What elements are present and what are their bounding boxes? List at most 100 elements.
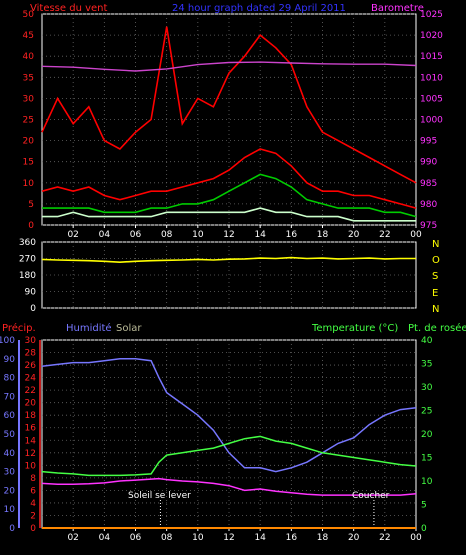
temperature-axis-tick-label: 20 bbox=[421, 430, 433, 440]
humidity-axis-tick-label: 40 bbox=[4, 449, 16, 459]
temp-panel-xtick-label: 00 bbox=[410, 533, 422, 543]
precip-axis-tick-label: 20 bbox=[25, 399, 37, 409]
precip-axis-tick-label: 22 bbox=[25, 386, 36, 396]
humidity-axis-tick-label: 10 bbox=[4, 505, 16, 515]
wind-speed-axis-tick-label: 0 bbox=[28, 221, 34, 231]
wind-direction-series bbox=[41, 256, 416, 264]
chart-title: 24 hour graph dated 29 April 2011 bbox=[172, 3, 346, 14]
wind-gust-series bbox=[41, 148, 417, 209]
precip-axis-tick-label: 24 bbox=[25, 374, 37, 384]
wind-panel-xtick-label: 08 bbox=[161, 230, 173, 240]
barometer-axis-tick-label: 1025 bbox=[420, 10, 443, 20]
wind-speed-axis-tick-label: 35 bbox=[23, 73, 34, 83]
wind-direction-panel: 0 90 180 270 360 bbox=[19, 238, 417, 314]
barometer-series bbox=[41, 61, 417, 72]
wind-speed-axis-tick-label: 30 bbox=[23, 94, 35, 104]
temp-panel-xtick-label: 14 bbox=[254, 533, 266, 543]
temperature-axis-tick-label: 5 bbox=[421, 501, 427, 511]
sunset-annotation: Coucher bbox=[352, 491, 390, 501]
temperature-series bbox=[41, 435, 417, 477]
wind-speed-axis-tick-label: 15 bbox=[23, 158, 34, 168]
humidity-axis-tick-label: 30 bbox=[4, 468, 16, 478]
precip-axis-tick-label: 14 bbox=[25, 436, 37, 446]
temperature-axis-tick-label: 10 bbox=[421, 477, 433, 487]
humidity-axis-tick-label: 70 bbox=[4, 392, 16, 402]
precip-axis-tick-label: 30 bbox=[25, 336, 37, 346]
precip-label: Précip. bbox=[2, 322, 36, 334]
dewpoint-label: Pt. de rosée bbox=[408, 322, 466, 334]
direction-label-o: O bbox=[432, 255, 440, 266]
temperature-axis-tick-label: 25 bbox=[421, 407, 432, 417]
temperature-axis-tick-label: 0 bbox=[421, 524, 427, 534]
wind-light-series bbox=[42, 207, 416, 222]
wind-speed-series bbox=[41, 26, 417, 184]
temp-panel-xtick-label: 20 bbox=[348, 533, 360, 543]
precip-axis-tick-label: 0 bbox=[30, 524, 36, 534]
barometer-axis-tick-label: 1005 bbox=[420, 94, 443, 104]
precip-axis-tick-label: 28 bbox=[25, 349, 37, 359]
direction-axis-tick-label: 0 bbox=[30, 304, 36, 314]
barometer-axis-tick-label: 1020 bbox=[420, 31, 443, 41]
precip-axis-tick-label: 2 bbox=[30, 511, 36, 521]
precip-axis-tick-label: 10 bbox=[25, 461, 37, 471]
wind-speed-axis-tick-label: 25 bbox=[23, 116, 34, 126]
precip-axis-tick-label: 18 bbox=[25, 411, 37, 421]
direction-label-n-bottom: N bbox=[432, 304, 439, 315]
wind-speed-axis-tick-label: 50 bbox=[23, 10, 35, 20]
barometer-axis-tick-label: 985 bbox=[420, 179, 437, 189]
barometer-axis-tick-label: 1000 bbox=[420, 116, 443, 126]
temp-panel-xtick-label: 10 bbox=[192, 533, 204, 543]
temp-panel-xtick-label: 02 bbox=[67, 533, 78, 543]
wind-speed-axis-tick-label: 5 bbox=[28, 200, 34, 210]
barometer-axis-tick-label: 990 bbox=[420, 158, 437, 168]
barometer-axis-tick-label: 980 bbox=[420, 200, 437, 210]
sunrise-annotation: Soleil se lever bbox=[128, 491, 191, 501]
humidity-axis-tick-label: 100 bbox=[0, 336, 15, 346]
precip-axis-tick-label: 12 bbox=[25, 449, 36, 459]
temp-panel-xtick-label: 16 bbox=[286, 533, 298, 543]
wind-green-series bbox=[42, 173, 417, 218]
wind-panel-xtick-label: 20 bbox=[348, 230, 360, 240]
temperature-axis-tick-label: 15 bbox=[421, 454, 432, 464]
humidity-axis-tick-label: 20 bbox=[4, 486, 16, 496]
wind-panel-xtick-label: 00 bbox=[410, 230, 422, 240]
wind-speed-ylabel: Vitesse du vent bbox=[30, 3, 107, 14]
temperature-axis-tick-label: 30 bbox=[421, 383, 433, 393]
wind-panel-xtick-label: 14 bbox=[254, 230, 266, 240]
precip-axis-tick-label: 8 bbox=[30, 474, 36, 484]
wind-panel-xtick-label: 18 bbox=[317, 230, 329, 240]
wind-speed-axis-tick-label: 40 bbox=[23, 52, 35, 62]
humidity-axis-tick-label: 80 bbox=[4, 374, 16, 384]
temperature-axis-tick-label: 35 bbox=[421, 360, 432, 370]
wind-panel-xtick-label: 12 bbox=[223, 230, 234, 240]
wind-speed-axis-tick-label: 45 bbox=[23, 31, 34, 41]
direction-axis-tick-label: 360 bbox=[19, 238, 36, 248]
solar-label: Solar bbox=[116, 323, 142, 334]
barometer-ylabel: Barometre bbox=[371, 3, 424, 14]
temperature-label: Temperature (°C) bbox=[311, 323, 398, 334]
wind-panel-xtick-label: 04 bbox=[99, 230, 111, 240]
direction-label-s: S bbox=[432, 271, 438, 282]
temp-panel-xtick-label: 04 bbox=[99, 533, 111, 543]
wind-speed-axis-tick-label: 20 bbox=[23, 137, 35, 147]
humidity-axis-tick-label: 90 bbox=[4, 355, 16, 365]
temp-panel-xtick-label: 06 bbox=[130, 533, 142, 543]
precip-axis-tick-label: 16 bbox=[25, 424, 37, 434]
wind-panel-xtick-label: 16 bbox=[286, 230, 298, 240]
temperature-axis-tick-label: 40 bbox=[421, 336, 433, 346]
humidity-label: Humidité bbox=[66, 322, 112, 334]
barometer-axis-tick-label: 1015 bbox=[420, 52, 443, 62]
humidity-series bbox=[41, 358, 417, 473]
barometer-axis-tick-label: 1010 bbox=[420, 73, 443, 83]
precip-axis-tick-label: 26 bbox=[25, 361, 37, 371]
temp-panel-xtick-label: 18 bbox=[317, 533, 329, 543]
wind-speed-axis-tick-label: 10 bbox=[23, 179, 35, 189]
temp-panel-xtick-label: 08 bbox=[161, 533, 173, 543]
wind-panel-xtick-label: 10 bbox=[192, 230, 204, 240]
humidity-axis-tick-label: 0 bbox=[9, 524, 15, 534]
direction-axis-tick-label: 90 bbox=[25, 288, 37, 298]
wind-panel-xtick-label: 06 bbox=[130, 230, 142, 240]
temp-panel-xtick-label: 22 bbox=[379, 533, 390, 543]
wind-panel-xtick-label: 02 bbox=[67, 230, 78, 240]
